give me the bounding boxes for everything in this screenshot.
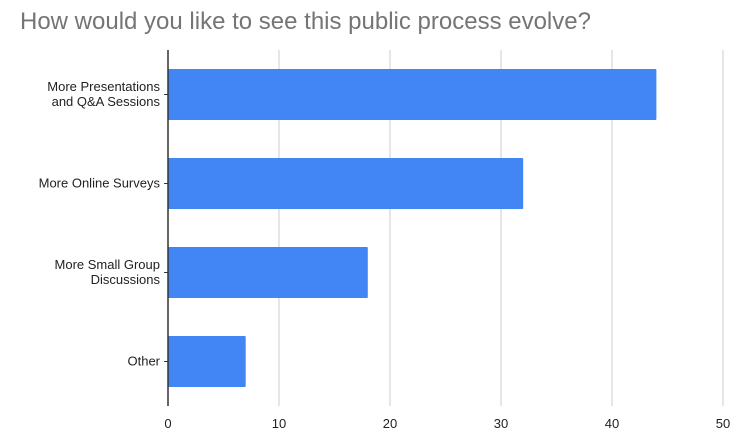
category-label: More Presentations — [47, 79, 160, 94]
category-label: More Small Group — [55, 257, 160, 272]
x-tick-label: 10 — [272, 416, 286, 431]
chart-title: How would you like to see this public pr… — [20, 8, 591, 35]
x-tick-label: 40 — [605, 416, 619, 431]
bar — [168, 247, 368, 298]
x-tick-label: 0 — [164, 416, 171, 431]
x-tick-label: 20 — [383, 416, 397, 431]
bar — [168, 336, 246, 387]
x-tick-label: 50 — [716, 416, 730, 431]
category-label: Discussions — [91, 272, 161, 287]
bar — [168, 158, 524, 209]
x-tick-label: 30 — [494, 416, 508, 431]
category-label: and Q&A Sessions — [52, 94, 161, 109]
category-label: More Online Surveys — [39, 176, 161, 191]
bar — [168, 69, 657, 120]
category-label: Other — [127, 354, 160, 369]
